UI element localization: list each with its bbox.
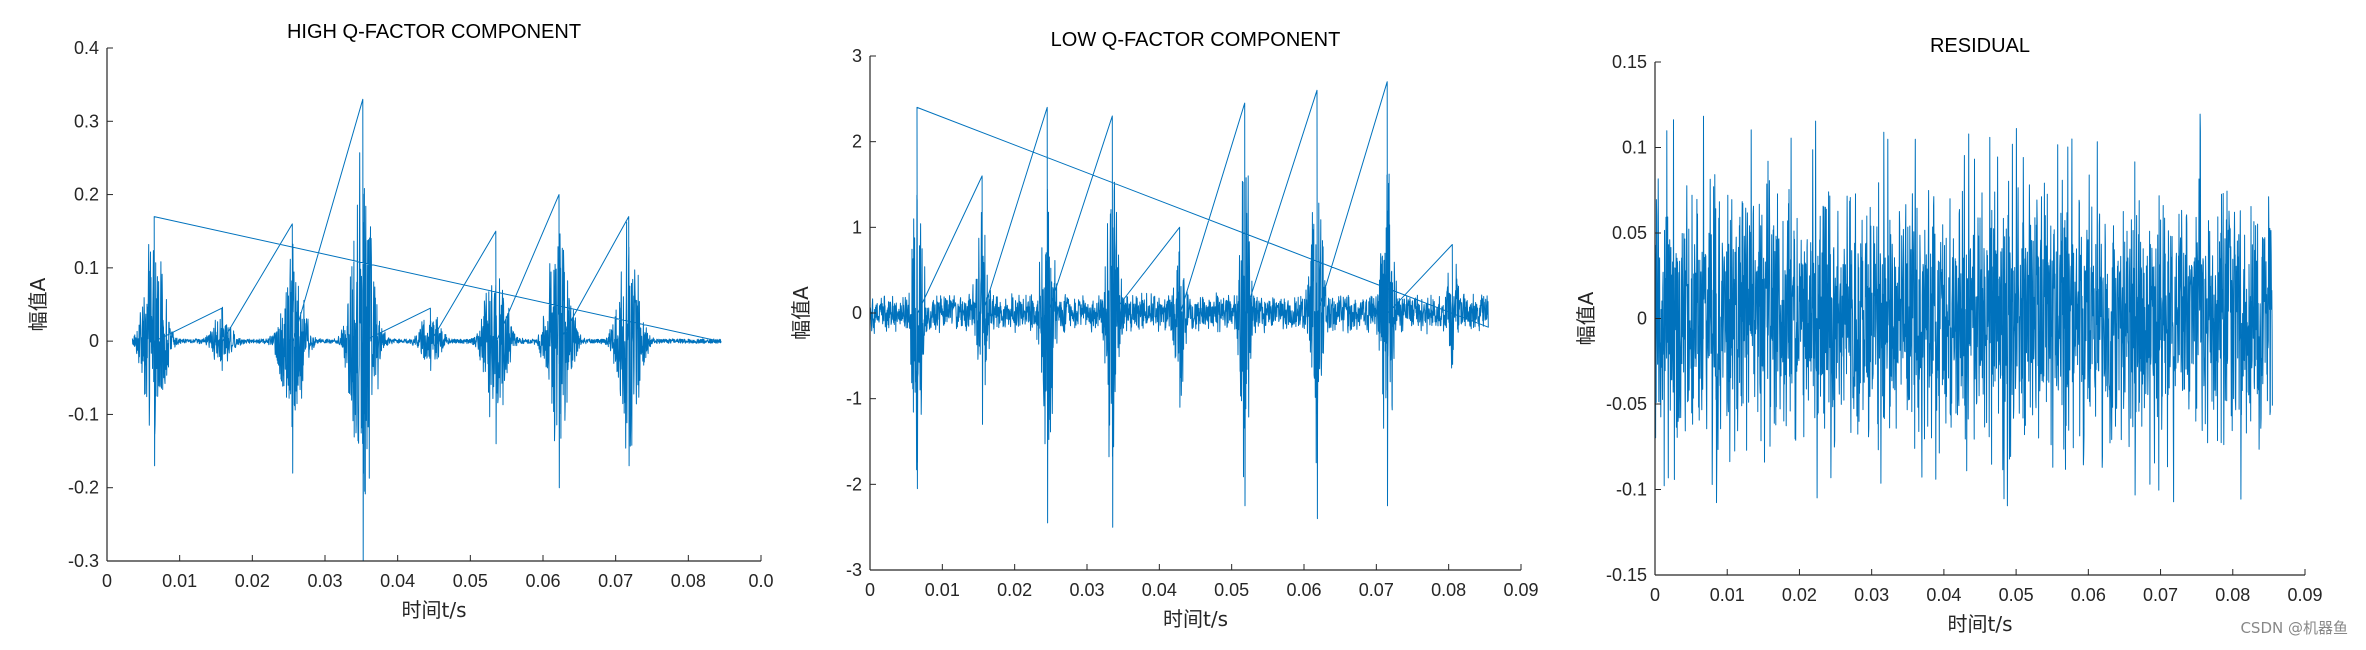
y-tick-label: -0.2: [68, 478, 99, 498]
x-tick-label: 0.01: [162, 571, 197, 591]
signal-line: [131, 98, 722, 562]
chart-title: RESIDUAL: [1930, 35, 2030, 57]
x-tick-label: 0: [102, 571, 112, 591]
signal-line: [869, 81, 1489, 528]
x-tick-label: 0.08: [671, 571, 706, 591]
y-tick-label: 0: [1637, 309, 1647, 329]
chart-panel-2: LOW Q-FACTOR COMPONENT 0 0.01 0.02 0.03 0.04 0…: [789, 29, 1539, 631]
signal-line: [1654, 113, 2273, 507]
x-tick-label: 0.09: [2287, 585, 2322, 605]
x-tick-label: 0.05: [453, 571, 488, 591]
x-tick-label: 0.03: [307, 571, 342, 591]
x-tick-label: 0: [865, 580, 875, 600]
y-tick-label: 0.1: [74, 258, 99, 278]
y-tick-label: 0.3: [74, 111, 99, 131]
watermark: CSDN @机器鱼: [2240, 619, 2348, 637]
x-tick-label: 0.07: [2143, 585, 2178, 605]
x-tick-label: 0.08: [2215, 585, 2250, 605]
y-tick-label: 2: [852, 132, 862, 152]
x-tick-label: 0.03: [1854, 585, 1889, 605]
y-tick-label: 0.05: [1612, 223, 1647, 243]
y-tick-label: -3: [846, 560, 862, 580]
y-tick-label: -1: [846, 389, 862, 409]
x-axis-label: 时间t/s: [1948, 612, 2013, 636]
x-tick-label: 0.01: [925, 580, 960, 600]
x-tick-label: 0.02: [1782, 585, 1817, 605]
x-tick-label: 0.02: [235, 571, 270, 591]
x-tick-label: 0.04: [1142, 580, 1177, 600]
y-tick-label: -0.05: [1606, 394, 1647, 414]
y-tick-label: 0.1: [1622, 138, 1647, 158]
x-tick-label: 0.05: [1999, 585, 2034, 605]
y-tick-label: 1: [852, 217, 862, 237]
x-tick-label: 0.06: [525, 571, 560, 591]
y-tick-label: -0.3: [68, 551, 99, 571]
x-tick-label: 0.01: [1710, 585, 1745, 605]
y-tick-label: -0.15: [1606, 565, 1647, 585]
x-tick-label: 0.09: [1503, 580, 1538, 600]
y-tick-label: 0.2: [74, 185, 99, 205]
y-axis-label: 幅值A: [1574, 291, 1598, 345]
x-axis-label: 时间t/s: [1163, 607, 1228, 631]
x-tick-label: 0: [1650, 585, 1660, 605]
chart-panel-1: HIGH Q-FACTOR COMPONENT 0 0.01 0.02 0.03 0.04…: [26, 21, 774, 622]
y-tick-label: 3: [852, 46, 862, 66]
x-tick-label: 0.03: [1069, 580, 1104, 600]
x-tick-label: 0.07: [598, 571, 633, 591]
x-tick-label: 0.0: [748, 571, 773, 591]
y-tick-label: -2: [846, 474, 862, 494]
x-tick-label: 0.06: [1286, 580, 1321, 600]
x-tick-label: 0.05: [1214, 580, 1249, 600]
chart-title: LOW Q-FACTOR COMPONENT: [1051, 29, 1341, 51]
x-tick-label: 0.04: [1926, 585, 1961, 605]
x-tick-label: 0.08: [1431, 580, 1466, 600]
x-tick-label: 0.02: [997, 580, 1032, 600]
x-axis-label: 时间t/s: [402, 598, 467, 622]
chart-panel-3: RESIDUAL 0 0.01 0.02 0.03 0.04 0.05 0.06 0.07 0.0…: [1574, 35, 2323, 636]
y-axis-label: 幅值A: [789, 286, 813, 340]
x-tick-label: 0.04: [380, 571, 415, 591]
x-tick-label: 0.07: [1359, 580, 1394, 600]
x-tick-label: 0.06: [2071, 585, 2106, 605]
y-tick-label: 0.15: [1612, 52, 1647, 72]
y-tick-label: -0.1: [1616, 480, 1647, 500]
y-tick-label: 0: [852, 303, 862, 323]
y-tick-label: -0.1: [68, 404, 99, 424]
y-axis-label: 幅值A: [26, 277, 50, 331]
y-tick-label: 0: [89, 331, 99, 351]
chart-title: HIGH Q-FACTOR COMPONENT: [287, 21, 581, 43]
y-tick-label: 0.4: [74, 38, 99, 58]
